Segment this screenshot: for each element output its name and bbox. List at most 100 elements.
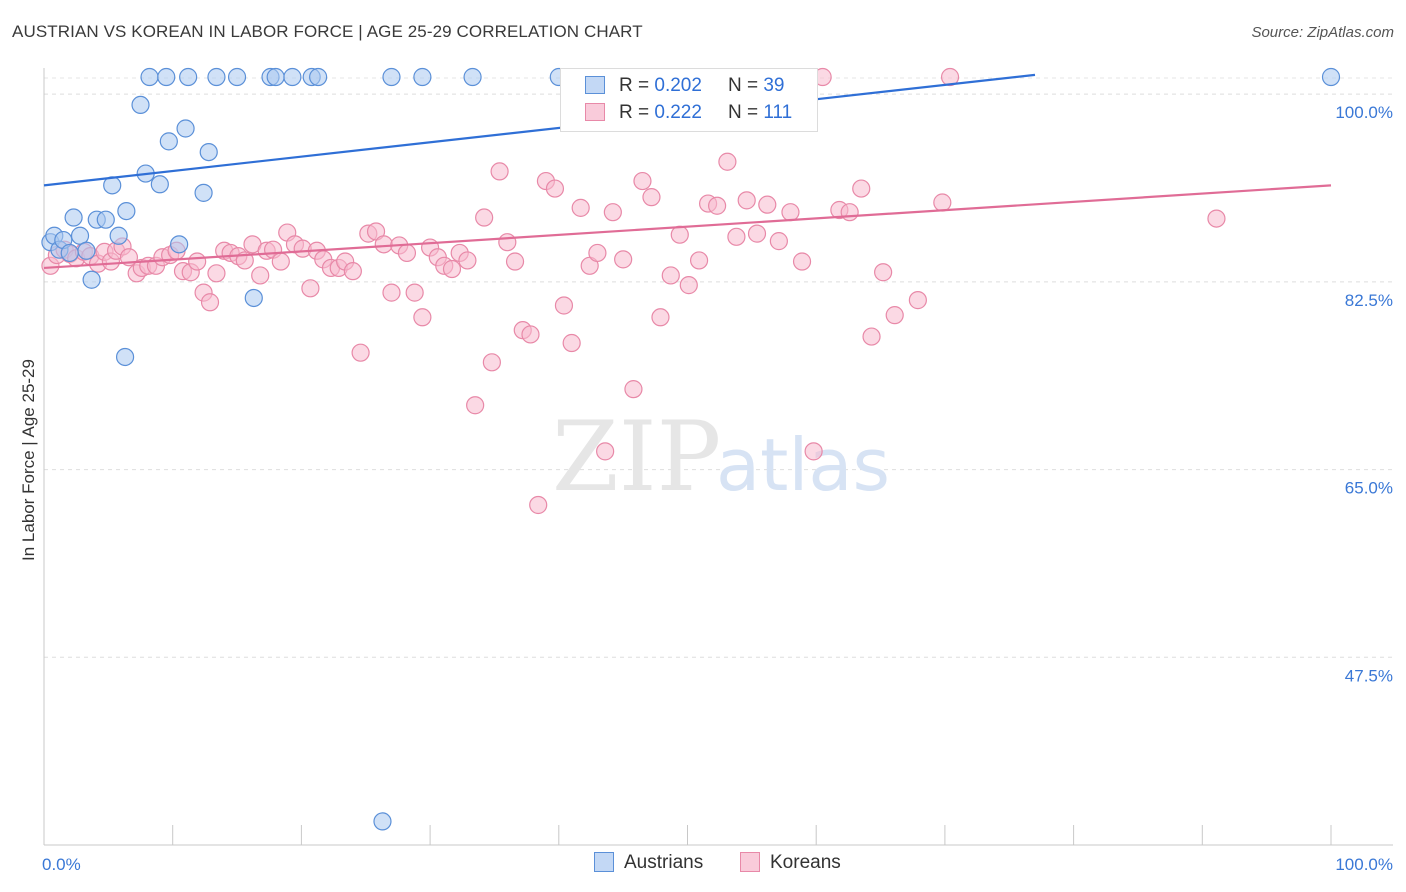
korean-point-80: [633, 171, 652, 191]
korean-point-84: [670, 225, 689, 244]
korean-point-82: [651, 308, 670, 327]
korean-point-101: [852, 179, 871, 198]
tick-labels: 100.0% 82.5% 65.0% 47.5% 0.0% 100.0%: [42, 103, 1393, 874]
austrian-points: [41, 67, 1341, 831]
korean-point-91: [737, 191, 756, 210]
korean-point-22: [188, 252, 207, 271]
bottom-legend-koreans[interactable]: Koreans: [740, 852, 841, 874]
korean-point-90: [727, 227, 746, 246]
korean-point-59: [458, 251, 477, 270]
axes: [43, 68, 1393, 846]
watermark-atlas: atlas: [716, 423, 890, 507]
korean-point-75: [588, 243, 607, 263]
korean-point-67: [521, 325, 540, 344]
austrian-point-29: [266, 67, 285, 87]
bottom-legend-austrians[interactable]: Austrians: [594, 852, 703, 874]
korean-point-64: [498, 233, 517, 252]
korean-point-93: [758, 195, 777, 214]
austrian-point-27: [244, 288, 263, 308]
austrian-point-16: [140, 67, 159, 87]
legend-row-koreans: R = 0.222 N = 111: [585, 102, 792, 126]
austrian-point-8: [82, 270, 101, 289]
korean-point-62: [482, 353, 501, 372]
y-tick-label-2: 65.0%: [1345, 479, 1393, 498]
koreans-swatch: [585, 103, 605, 121]
trend-lines: [43, 73, 1332, 270]
austrian-point-21: [176, 119, 195, 138]
legend-row-austrians: R = 0.202 N = 39: [585, 75, 784, 99]
x-tick-label-end: 100.0%: [1335, 855, 1393, 874]
y-tick-label-3: 47.5%: [1345, 666, 1393, 685]
korean-point-48: [374, 235, 393, 254]
korean-point-76: [596, 442, 615, 461]
austrian-point-10: [96, 210, 115, 229]
austrian-point-25: [207, 67, 226, 87]
austrian-point-6: [70, 226, 90, 245]
korean-point-38: [301, 279, 320, 298]
korean-point-108: [1207, 209, 1226, 228]
koreans-n-value: 111: [763, 102, 793, 123]
austrian-point-39: [1321, 67, 1341, 87]
austrian-point-34: [373, 812, 392, 831]
korean-point-34: [271, 252, 290, 271]
austrians-r-value: 0.202: [654, 75, 702, 96]
korean-point-57: [442, 259, 462, 279]
austrian-point-24: [199, 142, 218, 162]
korean-point-65: [505, 252, 525, 271]
austrian-point-30: [283, 67, 302, 87]
austrian-point-19: [159, 132, 178, 151]
korean-point-97: [804, 442, 823, 461]
austrian-point-7: [77, 241, 96, 260]
korean-point-94: [769, 232, 788, 251]
r-label: R =: [619, 75, 650, 96]
austrians-legend-swatch: [594, 852, 614, 872]
austrian-point-13: [117, 201, 136, 221]
korean-point-85: [679, 276, 698, 295]
korean-point-100: [840, 203, 859, 222]
austrian-point-22: [179, 67, 198, 87]
austrian-point-32: [309, 67, 328, 87]
austrian-point-36: [413, 67, 432, 87]
korean-point-60: [466, 396, 485, 415]
source-credit: Source: ZipAtlas.com: [1251, 24, 1394, 41]
korean-point-49: [382, 283, 401, 302]
austrian-point-5: [64, 208, 83, 227]
korean-point-96: [792, 252, 812, 271]
korean-point-44: [343, 262, 362, 281]
korean-point-77: [603, 203, 622, 222]
korean-point-52: [405, 283, 424, 302]
koreans-trend-line: [43, 184, 1332, 270]
koreans-legend-label: Koreans: [770, 852, 841, 873]
korean-point-102: [862, 327, 881, 346]
correlation-legend: R = 0.202 N = 39 R = 0.222 N = 111: [560, 68, 818, 132]
x-tick-label-start: 0.0%: [42, 855, 81, 874]
korean-point-70: [545, 179, 565, 198]
austrians-legend-label: Austrians: [624, 852, 704, 873]
korean-point-104: [885, 306, 904, 325]
austrian-point-33: [115, 347, 135, 367]
austrian-point-12: [109, 226, 128, 245]
austrians-swatch: [585, 76, 605, 94]
austrian-point-20: [170, 235, 189, 254]
korean-point-78: [614, 250, 633, 269]
korean-point-51: [397, 243, 417, 263]
austrians-trend-line: [43, 73, 1036, 187]
korean-point-53: [413, 308, 432, 327]
austrian-point-17: [150, 175, 169, 194]
korean-point-45: [351, 343, 370, 362]
korean-point-63: [490, 162, 509, 181]
korean-point-61: [475, 208, 494, 227]
korean-point-95: [781, 203, 800, 222]
austrian-point-18: [157, 67, 176, 87]
korean-point-68: [529, 495, 548, 515]
korean-point-81: [642, 188, 661, 207]
watermark-zip: ZIP: [552, 401, 721, 513]
korean-point-79: [624, 380, 643, 399]
austrian-point-26: [227, 67, 247, 87]
korean-point-106: [933, 193, 952, 212]
austrian-point-4: [60, 243, 79, 263]
korean-point-107: [940, 67, 960, 87]
y-tick-label-0: 100.0%: [1335, 103, 1393, 122]
austrians-n-value: 39: [763, 75, 785, 96]
korean-point-31: [251, 266, 270, 285]
